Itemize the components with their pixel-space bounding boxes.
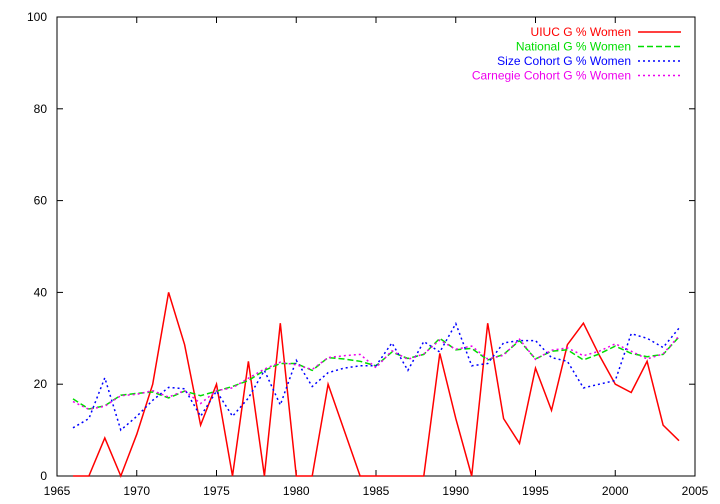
y-tick-label: 60 — [34, 194, 48, 208]
axis-ticks: 1965 1970 1975 1980 1985 1990 1995 2000 2005 0 20 4… — [27, 10, 709, 498]
plot-frame — [56, 16, 696, 477]
series-line-national-g-women — [72, 336, 680, 410]
y-tick-label: 0 — [40, 469, 47, 483]
x-tick-label: 1965 — [44, 484, 71, 498]
x-tick-label: 1995 — [522, 484, 549, 498]
y-tick-label: 100 — [27, 10, 47, 24]
x-tick-label: 1975 — [203, 484, 230, 498]
legend-label: UIUC G % Women — [531, 25, 631, 39]
x-tick-label: 2000 — [602, 484, 629, 498]
legend-label: National G % Women — [516, 40, 631, 54]
legend-label: Size Cohort G % Women — [497, 54, 631, 68]
x-tick-label: 1970 — [123, 484, 150, 498]
y-tick-label: 40 — [34, 285, 48, 299]
series-lines — [72, 292, 680, 479]
y-tick-label: 20 — [34, 377, 48, 391]
x-tick-label: 2005 — [682, 484, 709, 498]
y-tick-label: 80 — [34, 102, 48, 116]
series-line-uiuc-g-women — [73, 292, 680, 479]
series-line-size-cohort-g-women — [72, 321, 680, 432]
x-tick-label: 1990 — [442, 484, 469, 498]
x-tick-label: 1980 — [283, 484, 310, 498]
series-line-carnegie-cohort-g-women — [72, 335, 680, 411]
x-tick-label: 1985 — [363, 484, 390, 498]
legend-label: Carnegie Cohort G % Women — [472, 69, 631, 83]
